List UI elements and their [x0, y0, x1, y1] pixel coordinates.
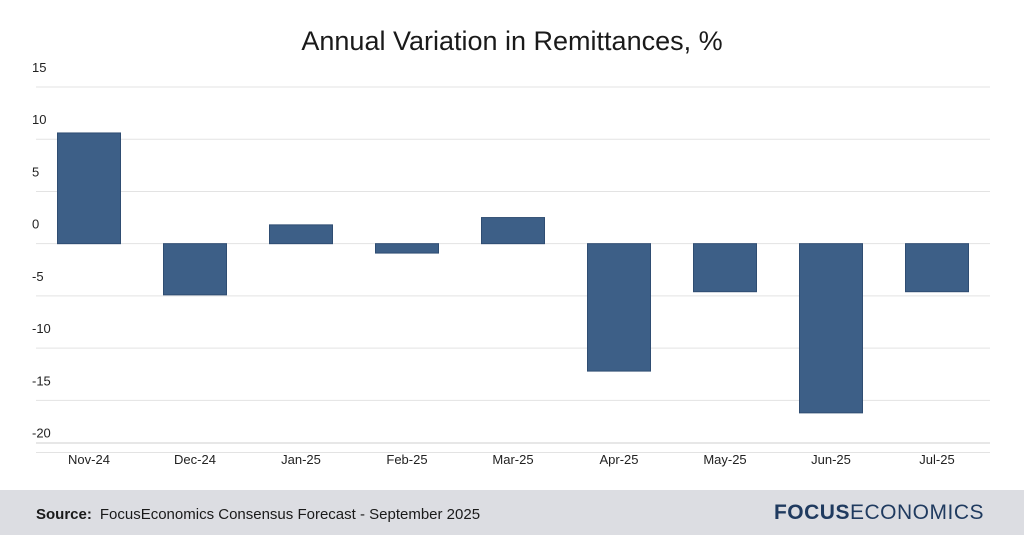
bar-jul-25 [905, 243, 969, 293]
x-tick-label: Jun-25 [811, 452, 851, 467]
y-tick-label: -20 [32, 426, 51, 441]
source-label: Source: [36, 506, 92, 523]
footer: Source: FocusEconomics Consensus Forecast… [0, 490, 1024, 535]
bars [57, 132, 969, 414]
x-axis-ticks: Nov-24 Dec-24 Jan-25 Feb-25 Mar-25 Apr-25 May-… [68, 452, 955, 467]
bar-apr-25 [587, 243, 651, 372]
bar-nov-24 [57, 132, 121, 245]
y-tick-label: 10 [32, 112, 46, 127]
y-tick-label: 0 [32, 217, 39, 232]
bar-may-25 [693, 243, 757, 293]
source-note: Source: FocusEconomics Consensus Forecast… [36, 506, 480, 523]
y-tick-label: 5 [32, 164, 39, 179]
brand-logo: FOCUSECONOMICS [774, 501, 984, 525]
logo-bold-text: FOCUS [773, 501, 850, 524]
y-tick-label: 15 [32, 60, 46, 75]
x-tick-label: Feb-25 [386, 452, 427, 467]
x-tick-label: Jan-25 [281, 452, 321, 467]
y-tick-label: -5 [32, 269, 44, 284]
y-tick-label: -15 [32, 373, 51, 388]
bar-dec-24 [163, 243, 227, 296]
x-tick-label: Nov-24 [68, 452, 110, 467]
chart-title: Annual Variation in Remittances, % [301, 26, 723, 56]
logo-text: ECONOMICS [849, 501, 984, 524]
x-tick-label: Jul-25 [919, 452, 954, 467]
y-tick-label: -10 [32, 321, 51, 336]
x-tick-label: Apr-25 [599, 452, 638, 467]
bar-jun-25 [799, 243, 863, 414]
source-text: FocusEconomics Consensus Forecast - Sept… [99, 506, 481, 523]
x-tick-label: Dec-24 [174, 452, 216, 467]
bar-chart: 15 10 5 0 -5 -10 -15 -20 Nov-24 Dec-24 Jan-25 Feb-… [32, 60, 990, 467]
x-tick-label: May-25 [703, 452, 746, 467]
bar-mar-25 [481, 217, 545, 245]
bar-jan-25 [269, 224, 333, 245]
bar-feb-25 [375, 243, 439, 254]
x-tick-label: Mar-25 [492, 452, 533, 467]
y-axis-ticks: 15 10 5 0 -5 -10 -15 -20 [32, 60, 51, 441]
